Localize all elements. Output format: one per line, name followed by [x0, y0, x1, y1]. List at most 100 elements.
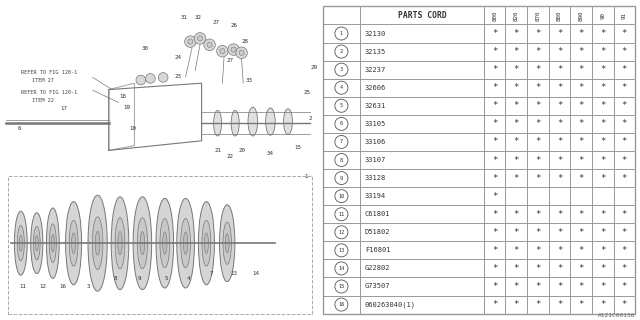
- Text: *: *: [621, 65, 627, 74]
- Text: 34: 34: [267, 151, 274, 156]
- Text: 28: 28: [241, 39, 248, 44]
- Text: 11: 11: [19, 284, 26, 289]
- Text: *: *: [621, 119, 627, 128]
- Ellipse shape: [204, 233, 209, 253]
- Text: *: *: [514, 173, 519, 183]
- Text: *: *: [535, 47, 541, 56]
- Circle shape: [335, 298, 348, 311]
- Circle shape: [236, 47, 248, 59]
- Circle shape: [197, 36, 202, 41]
- Text: *: *: [557, 156, 562, 164]
- Text: 1: 1: [340, 31, 343, 36]
- Text: 7: 7: [340, 140, 343, 144]
- Text: 16: 16: [59, 284, 66, 289]
- Circle shape: [335, 154, 348, 166]
- Text: *: *: [579, 246, 584, 255]
- Ellipse shape: [69, 220, 78, 266]
- Circle shape: [335, 117, 348, 130]
- Text: 870: 870: [536, 10, 540, 21]
- Circle shape: [195, 33, 206, 44]
- Ellipse shape: [184, 232, 188, 254]
- Text: *: *: [579, 228, 584, 237]
- Text: 14: 14: [253, 271, 259, 276]
- Text: 880: 880: [557, 10, 562, 21]
- Circle shape: [335, 81, 348, 94]
- Text: *: *: [600, 101, 605, 110]
- Text: 90: 90: [600, 12, 605, 19]
- Text: *: *: [492, 210, 497, 219]
- Ellipse shape: [88, 195, 107, 291]
- Text: 3: 3: [86, 284, 90, 289]
- Text: 21: 21: [214, 148, 221, 153]
- Circle shape: [335, 208, 348, 221]
- Circle shape: [335, 63, 348, 76]
- Ellipse shape: [284, 109, 292, 134]
- Ellipse shape: [231, 110, 239, 136]
- Ellipse shape: [95, 231, 100, 255]
- Text: 26: 26: [230, 23, 237, 28]
- Text: *: *: [579, 173, 584, 183]
- Text: D51802: D51802: [365, 229, 390, 235]
- Text: *: *: [514, 264, 519, 273]
- Ellipse shape: [220, 205, 235, 282]
- Text: G73507: G73507: [365, 284, 390, 290]
- Circle shape: [158, 73, 168, 82]
- Ellipse shape: [180, 219, 191, 268]
- Text: A121C00156: A121C00156: [598, 313, 635, 318]
- Text: *: *: [621, 210, 627, 219]
- Text: *: *: [535, 137, 541, 147]
- Text: 4: 4: [187, 276, 191, 281]
- Text: 14: 14: [339, 266, 344, 271]
- Text: *: *: [600, 173, 605, 183]
- Text: *: *: [579, 282, 584, 291]
- Circle shape: [231, 47, 236, 52]
- Text: 11: 11: [339, 212, 344, 217]
- Text: *: *: [621, 156, 627, 164]
- Text: 23: 23: [174, 74, 181, 79]
- Text: C61801: C61801: [365, 211, 390, 217]
- Text: 820: 820: [514, 10, 519, 21]
- Text: *: *: [579, 47, 584, 56]
- Text: *: *: [557, 83, 562, 92]
- Text: *: *: [535, 119, 541, 128]
- Ellipse shape: [15, 211, 28, 275]
- Ellipse shape: [266, 108, 275, 135]
- Ellipse shape: [111, 197, 129, 290]
- Text: *: *: [557, 29, 562, 38]
- Ellipse shape: [198, 202, 214, 285]
- Text: *: *: [557, 119, 562, 128]
- Text: *: *: [621, 246, 627, 255]
- Circle shape: [204, 39, 215, 51]
- Text: 8: 8: [340, 157, 343, 163]
- Text: 4: 4: [340, 85, 343, 90]
- Text: 6: 6: [340, 121, 343, 126]
- Text: 17: 17: [61, 106, 67, 111]
- Text: *: *: [514, 156, 519, 164]
- Text: *: *: [535, 65, 541, 74]
- Text: *: *: [492, 282, 497, 291]
- Text: 25: 25: [304, 90, 310, 95]
- Ellipse shape: [133, 197, 152, 290]
- Ellipse shape: [33, 227, 40, 260]
- Text: 33: 33: [246, 77, 253, 83]
- Text: *: *: [514, 300, 519, 309]
- Text: *: *: [621, 228, 627, 237]
- Text: 24: 24: [174, 55, 181, 60]
- Text: *: *: [579, 264, 584, 273]
- Ellipse shape: [177, 198, 195, 288]
- Text: 9: 9: [138, 276, 141, 281]
- Text: 3: 3: [340, 67, 343, 72]
- Circle shape: [335, 244, 348, 257]
- Text: *: *: [600, 29, 605, 38]
- Text: *: *: [535, 246, 541, 255]
- Text: *: *: [514, 228, 519, 237]
- Text: *: *: [535, 210, 541, 219]
- Ellipse shape: [248, 107, 258, 136]
- Circle shape: [207, 42, 212, 47]
- Text: *: *: [579, 83, 584, 92]
- Text: *: *: [557, 282, 562, 291]
- Text: *: *: [492, 246, 497, 255]
- Text: *: *: [492, 264, 497, 273]
- Text: 13: 13: [230, 271, 237, 276]
- Circle shape: [228, 44, 239, 55]
